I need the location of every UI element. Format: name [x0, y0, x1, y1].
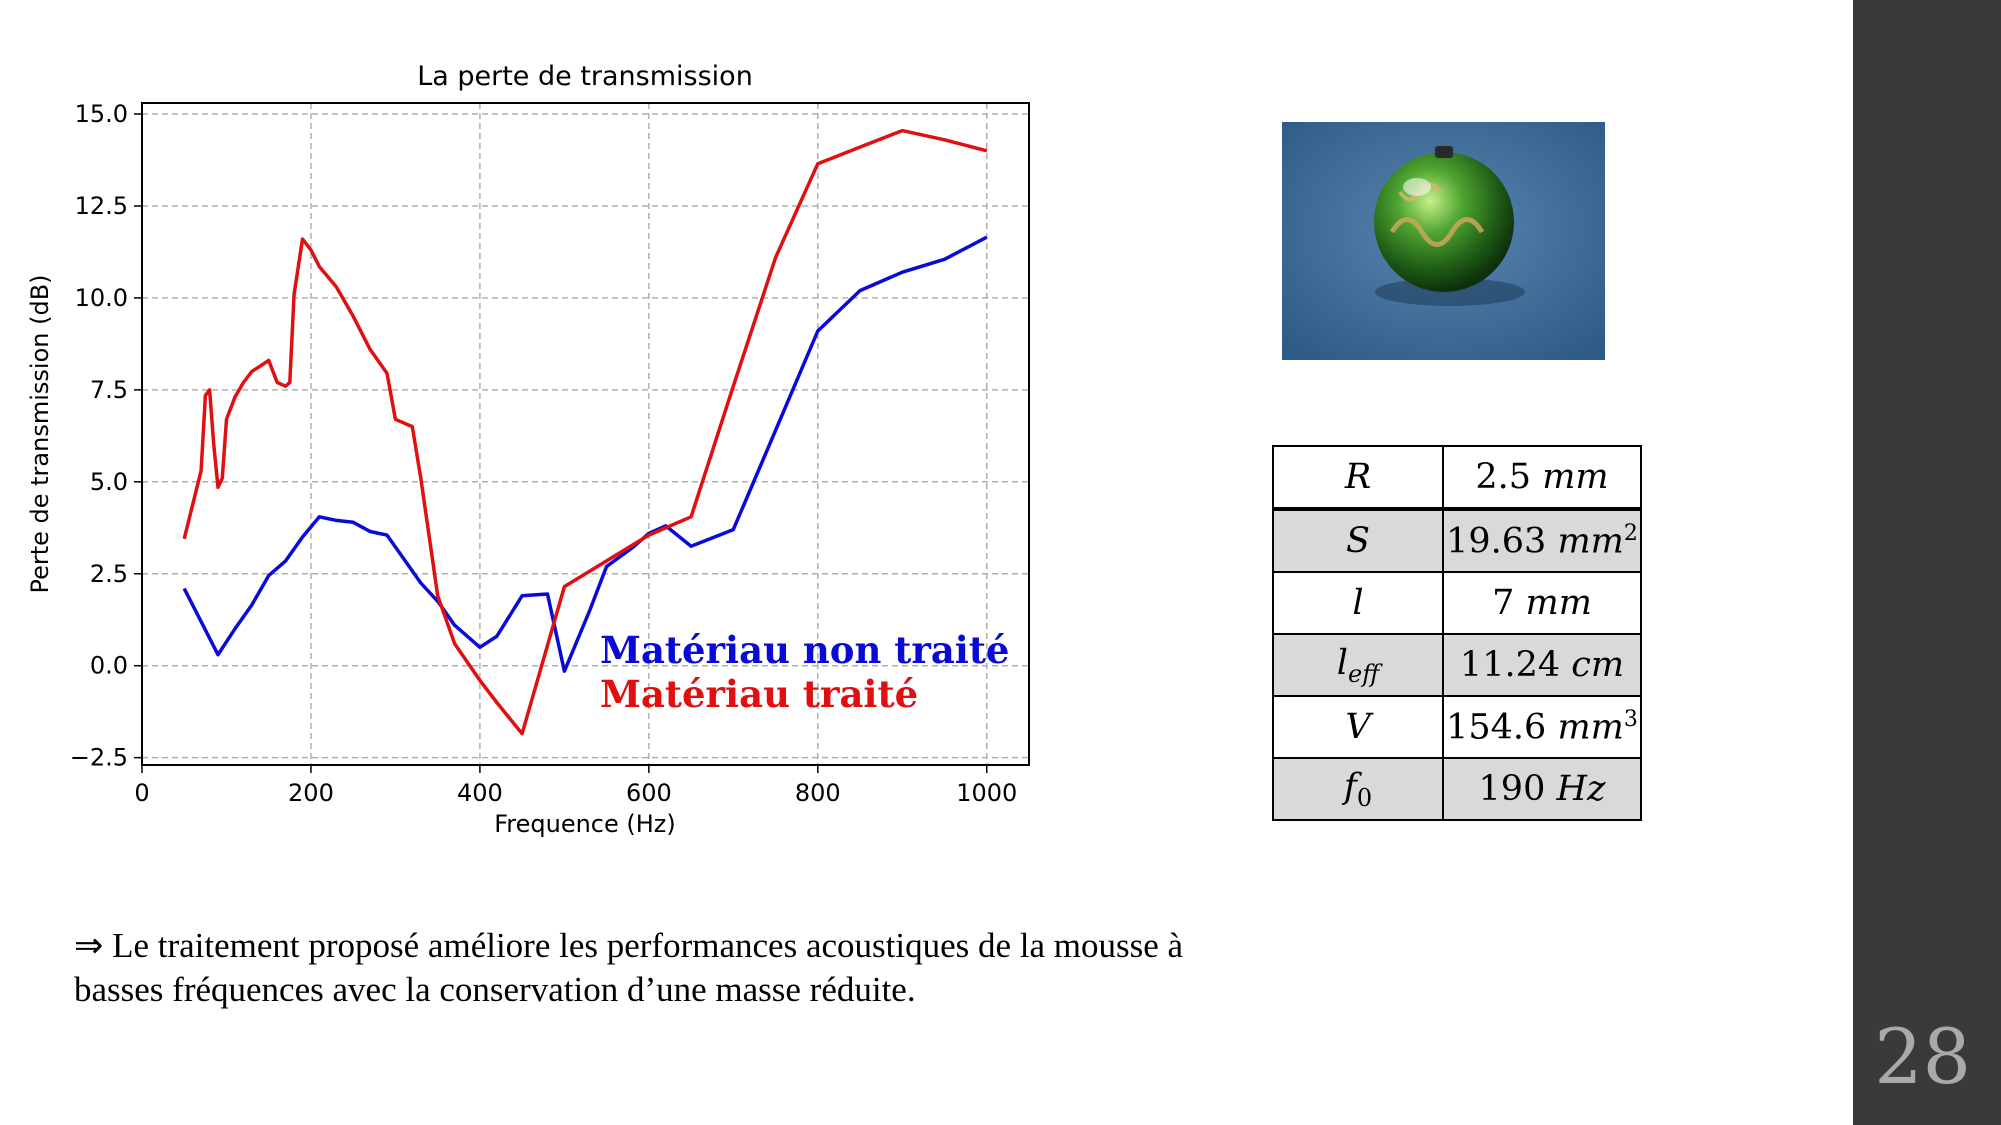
x-tick-label: 600	[626, 779, 672, 807]
x-tick-label: 0	[134, 779, 149, 807]
x-tick-label: 1000	[956, 779, 1017, 807]
y-tick-label: 12.5	[75, 192, 128, 220]
value-number: 19.63	[1446, 521, 1547, 562]
y-tick-label: −2.5	[70, 744, 128, 772]
y-tick-label: 5.0	[90, 468, 128, 496]
value-unit: mm	[1557, 707, 1624, 748]
y-tick-label: 7.5	[90, 376, 128, 404]
value-number: 190	[1478, 769, 1546, 809]
conclusion-sentence: Le traitement proposé améliore les perfo…	[74, 926, 1184, 1009]
value-number: 2.5	[1475, 457, 1532, 497]
plot-frame	[141, 102, 1030, 766]
table-row: R 2.5 mm	[1272, 445, 1642, 511]
x-tick-label: 200	[288, 779, 334, 807]
unit-exponent: 2	[1623, 520, 1638, 546]
x-tick-label: 400	[457, 779, 503, 807]
symbol-cell: f0	[1272, 757, 1444, 821]
symbol-main: f	[1343, 766, 1357, 807]
parameters-table: R 2.5 mm S 19.63 mm2 l 7 mm leff	[1272, 445, 1642, 821]
symbol-cell: leff	[1272, 633, 1444, 697]
series-line-0	[182, 235, 988, 673]
y-axis-label: Perte de transmission (dB)	[26, 274, 54, 593]
value-unit: mm	[1542, 457, 1609, 497]
ornament-ball-photo	[1282, 122, 1605, 360]
symbol-cell: V	[1272, 695, 1444, 759]
y-tick-label: 10.0	[75, 284, 128, 312]
chart-series-layer	[182, 128, 988, 736]
chart-grid	[141, 103, 1029, 765]
x-axis-label: Frequence (Hz)	[494, 810, 676, 838]
unit-exponent: 3	[1623, 706, 1638, 732]
legend-treated-material: Matériau traité	[600, 672, 919, 716]
value-cell: 154.6 mm3	[1442, 695, 1642, 759]
sidebar-bar: 28	[1853, 0, 2001, 1125]
value-unit: Hz	[1556, 769, 1606, 809]
value-number: 7	[1492, 583, 1515, 623]
symbol-main: l	[1336, 642, 1348, 683]
value-cell: 11.24 cm	[1442, 633, 1642, 697]
symbol-cell: R	[1272, 445, 1444, 511]
x-tick-label: 800	[795, 779, 841, 807]
chart-title: La perte de transmission	[417, 61, 753, 92]
value-cell: 19.63 mm2	[1442, 508, 1642, 573]
table-row: S 19.63 mm2	[1272, 508, 1642, 573]
value-cell: 190 Hz	[1442, 757, 1642, 821]
y-tick-label: 0.0	[90, 652, 128, 680]
value-unit: cm	[1571, 645, 1625, 685]
table-row: l 7 mm	[1272, 571, 1642, 635]
table-row: V 154.6 mm3	[1272, 695, 1642, 759]
implies-arrow-icon: ⇒	[74, 926, 104, 965]
transmission-loss-chart: La perte de transmission 0 200 400 600 800 10…	[26, 61, 1030, 838]
value-number: 154.6	[1446, 707, 1547, 748]
symbol-subscript: eff	[1347, 659, 1380, 688]
symbol-cell: S	[1272, 508, 1444, 573]
value-cell: 7 mm	[1442, 571, 1642, 635]
value-number: 11.24	[1459, 645, 1561, 685]
table-row: leff 11.24 cm	[1272, 633, 1642, 697]
y-axis-ticks: −2.5 0.0 2.5 5.0 7.5 10.0 12.5 15.0	[70, 100, 142, 772]
y-tick-label: 2.5	[90, 560, 128, 588]
conclusion-text: ⇒ Le traitement proposé améliore les per…	[74, 924, 1234, 1012]
value-unit: mm	[1525, 583, 1592, 623]
y-tick-label: 15.0	[75, 100, 128, 128]
symbol-cell: l	[1272, 571, 1444, 635]
symbol-subscript: 0	[1356, 783, 1373, 812]
series-line-1	[182, 128, 988, 736]
table-row: f0 190 Hz	[1272, 757, 1642, 821]
legend-untreated-material: Matériau non traité	[600, 628, 1010, 672]
value-cell: 2.5 mm	[1442, 445, 1642, 511]
page-number: 28	[1874, 1012, 1971, 1101]
ornament-ball-image	[1282, 122, 1605, 360]
value-unit: mm	[1557, 521, 1624, 562]
x-axis-ticks: 0 200 400 600 800 1000	[134, 765, 1017, 807]
